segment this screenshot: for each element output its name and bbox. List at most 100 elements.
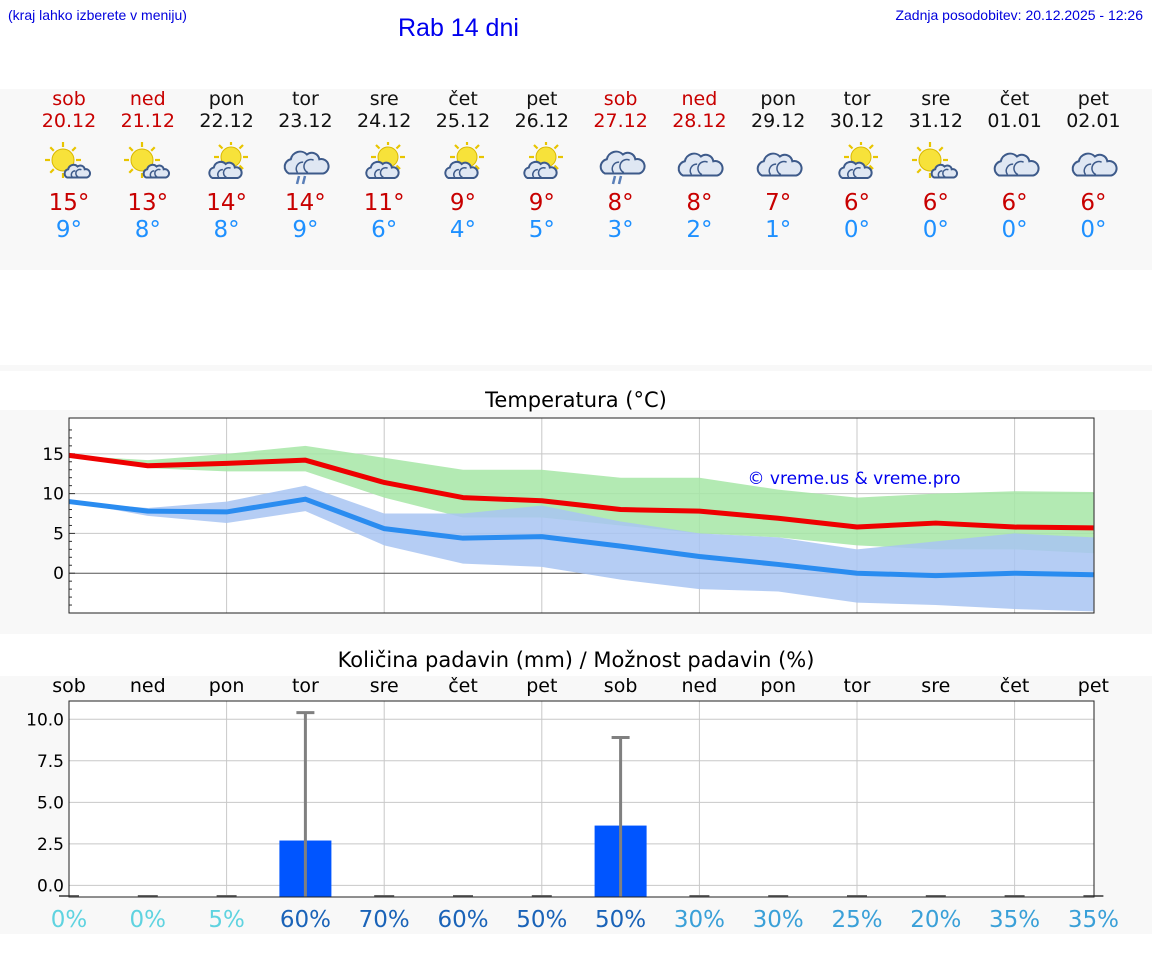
temp-min: 4° <box>449 217 477 243</box>
day-column: pet 26.12 9° 5° <box>502 88 582 244</box>
x-day-label: ned <box>130 675 166 697</box>
x-day-label: čet <box>1000 675 1030 697</box>
y-tick-label: 15 <box>42 445 64 465</box>
temp-min: 8° <box>134 217 161 243</box>
temp-min: 0° <box>922 217 949 243</box>
day-date: 26.12 <box>514 110 569 132</box>
y-tick-label: 0.0 <box>37 876 64 896</box>
cloudy-icon <box>1072 152 1118 177</box>
day-column: tor 23.12 14° 9° <box>265 88 345 244</box>
precip-probability: 30% <box>753 907 804 933</box>
forecast-days: sob 20.12 15° 9° ned 21.12 13° 8° pon 22.12 14° 8° t… <box>0 88 1152 243</box>
x-day-label: tor <box>844 675 871 697</box>
location-hint[interactable]: (kraj lahko izberete v meniju) <box>8 7 187 23</box>
x-day-label: pon <box>760 675 796 697</box>
day-date: 31.12 <box>908 110 963 132</box>
temp-max: 8° <box>607 190 634 216</box>
temp-max: 11° <box>363 190 405 216</box>
y-tick-label: 10.0 <box>26 710 64 730</box>
cloudy-icon <box>678 152 724 177</box>
partly-sunny-icon <box>911 142 958 179</box>
temp-max: 6° <box>1001 190 1028 216</box>
day-name: čet <box>999 88 1030 110</box>
day-name: pet <box>1077 88 1109 110</box>
x-day-label: ned <box>682 675 718 697</box>
precip-probability: 20% <box>910 907 961 933</box>
day-column: pet 02.01 6° 0° <box>1053 88 1133 244</box>
day-column: sob 27.12 8° 3° <box>581 88 661 244</box>
y-tick-label: 5 <box>53 524 64 544</box>
precipitation-chart-title: Količina padavin (mm) / Možnost padavin … <box>337 648 815 672</box>
temp-max: 15° <box>48 190 90 216</box>
day-column: ned 28.12 8° 2° <box>659 88 739 244</box>
day-name: sre <box>369 88 399 110</box>
day-column: pon 22.12 14° 8° <box>187 88 267 244</box>
day-name: pon <box>760 88 797 110</box>
day-column: sre 24.12 11° 6° <box>344 88 424 244</box>
precip-probability: 60% <box>280 907 331 933</box>
precip-probability: 60% <box>437 907 488 933</box>
precip-probability: 25% <box>831 907 882 933</box>
day-name: sob <box>52 88 86 110</box>
day-date: 28.12 <box>672 110 727 132</box>
day-column: čet 25.12 9° 4° <box>423 88 503 244</box>
x-day-label: pet <box>1078 675 1109 697</box>
day-name: sob <box>603 88 638 110</box>
day-date: 01.01 <box>987 110 1042 132</box>
partly-sunny-icon <box>123 142 170 179</box>
separator <box>0 365 1152 371</box>
x-day-label: sre <box>921 675 950 697</box>
temp-min: 0° <box>843 217 871 243</box>
watermark: © vreme.us & vreme.pro <box>747 469 960 489</box>
temp-min: 3° <box>607 217 634 243</box>
day-name: pet <box>526 88 558 110</box>
temp-min: 1° <box>765 217 792 243</box>
y-tick-label: 7.5 <box>37 752 64 772</box>
plot-area <box>69 701 1094 897</box>
y-tick-label: 0 <box>53 564 64 584</box>
x-day-label: sob <box>604 675 638 697</box>
temp-min: 2° <box>686 217 713 243</box>
sunny-cloud-icon <box>523 142 563 179</box>
x-day-label: čet <box>448 675 478 697</box>
precip-probability: 35% <box>1068 907 1119 933</box>
x-day-label: sob <box>52 675 86 697</box>
temp-max: 14° <box>206 190 247 216</box>
temp-max: 7° <box>765 190 792 216</box>
day-column: tor 30.12 6° 0° <box>817 88 897 244</box>
precip-probability: 50% <box>516 907 567 933</box>
day-name: tor <box>291 88 319 110</box>
temp-min: 0° <box>1001 217 1028 243</box>
day-name: ned <box>681 88 718 110</box>
temp-max: 8° <box>686 190 713 216</box>
page-title: Rab 14 dni <box>398 14 519 42</box>
precipitation-chart: sob ned pon tor sre čet pet sob ned pon tor sre čet p… <box>26 675 1119 933</box>
sunny-cloud-icon <box>207 142 248 179</box>
temp-min: 0° <box>1080 217 1107 243</box>
temp-max: 14° <box>285 190 326 216</box>
precip-probability: 0% <box>51 907 88 933</box>
temp-max: 9° <box>528 190 555 216</box>
min-range-band <box>69 485 1094 612</box>
y-tick-label: 2.5 <box>37 835 64 855</box>
precip-probability: 35% <box>989 907 1040 933</box>
day-column: čet 01.01 6° 0° <box>975 88 1055 244</box>
temperature-chart: 0 5 10 15 © vreme.us & vreme.pro <box>42 417 1095 614</box>
precip-probability: 0% <box>130 907 167 933</box>
rain-cloud-icon <box>284 150 330 185</box>
plot-frame <box>68 417 1095 614</box>
precip-probability: 5% <box>208 907 245 933</box>
day-name: ned <box>129 88 166 110</box>
temp-max: 13° <box>127 190 169 216</box>
temp-max: 6° <box>922 190 949 216</box>
cloudy-icon <box>756 152 803 177</box>
sunny-cloud-icon <box>838 142 878 179</box>
day-date: 27.12 <box>593 110 648 132</box>
day-date: 30.12 <box>829 110 885 132</box>
day-column: pon 29.12 7° 1° <box>738 88 818 244</box>
y-tick-label: 10 <box>42 485 64 505</box>
temp-min: 9° <box>292 217 319 243</box>
precip-probability: 70% <box>359 907 410 933</box>
day-date: 22.12 <box>199 110 254 132</box>
day-name: tor <box>843 88 871 110</box>
